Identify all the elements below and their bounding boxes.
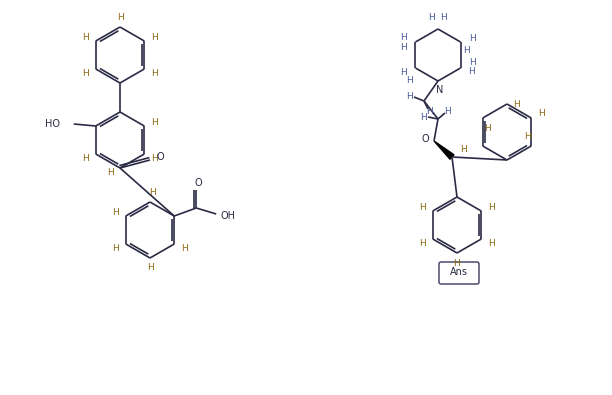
Text: H: H <box>400 68 407 77</box>
Text: H: H <box>406 75 413 85</box>
Text: H: H <box>113 243 119 252</box>
Text: H: H <box>469 34 476 43</box>
Polygon shape <box>434 141 454 159</box>
Text: H: H <box>419 239 426 248</box>
Text: H: H <box>151 154 158 162</box>
Text: H: H <box>420 113 427 122</box>
Text: H: H <box>151 68 158 77</box>
Text: H: H <box>513 100 520 109</box>
Text: H: H <box>117 13 124 21</box>
Text: H: H <box>400 43 407 51</box>
Text: H: H <box>151 117 158 126</box>
Text: H: H <box>524 132 531 141</box>
Text: H: H <box>469 58 476 66</box>
Text: H: H <box>445 107 452 115</box>
Text: H: H <box>400 32 407 41</box>
Text: H: H <box>427 107 433 115</box>
Text: H: H <box>428 13 435 21</box>
Text: O: O <box>421 134 429 144</box>
Text: H: H <box>83 154 89 162</box>
Text: H: H <box>406 92 413 100</box>
FancyBboxPatch shape <box>439 262 479 284</box>
Text: H: H <box>147 263 154 273</box>
Text: H: H <box>488 239 494 248</box>
Text: H: H <box>113 207 119 216</box>
Text: Ans: Ans <box>450 267 468 277</box>
Text: H: H <box>106 167 113 177</box>
Text: H: H <box>83 32 89 41</box>
Text: H: H <box>151 32 158 41</box>
Text: H: H <box>181 243 188 252</box>
Text: OH: OH <box>221 211 236 221</box>
Text: H: H <box>538 109 545 117</box>
Text: H: H <box>419 203 426 211</box>
Text: H: H <box>468 66 475 75</box>
Text: H: H <box>441 13 447 21</box>
Text: N: N <box>436 85 444 95</box>
Text: H: H <box>461 145 468 154</box>
Text: H: H <box>488 203 494 211</box>
Text: O: O <box>195 178 202 188</box>
Text: O: O <box>156 152 164 162</box>
Text: HO: HO <box>45 119 60 129</box>
Text: H: H <box>453 258 460 267</box>
Text: H: H <box>463 45 470 55</box>
Text: H: H <box>484 124 491 132</box>
Text: H: H <box>149 188 155 196</box>
Text: H: H <box>83 68 89 77</box>
